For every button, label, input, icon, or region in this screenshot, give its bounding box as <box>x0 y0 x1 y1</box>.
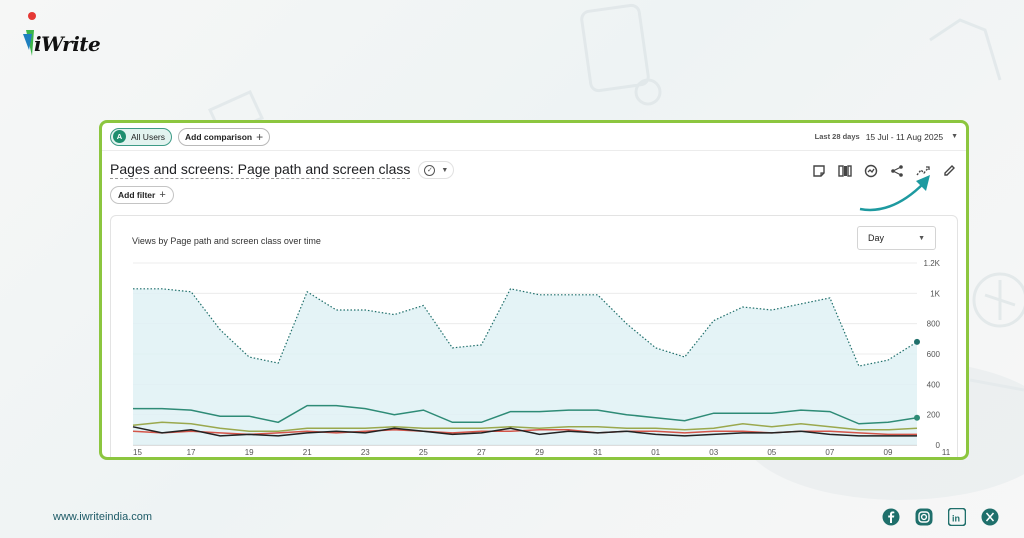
x-tick-label: 03 <box>709 448 718 457</box>
chevron-down-icon: ▼ <box>918 234 925 242</box>
share-icon[interactable] <box>889 163 904 178</box>
views-line-chart: 0 200 400 600 800 1K 1.2K 15 17 19 21 23 25 27 29 31 01 0… <box>132 259 951 460</box>
granularity-select[interactable]: Day ▼ <box>857 226 936 250</box>
series-line-2 <box>132 421 918 433</box>
x-tick-label: 19 <box>245 448 254 457</box>
annotation-arrow <box>859 175 930 212</box>
y-tick-label: 0 <box>936 441 941 450</box>
add-filter-button[interactable]: Add filter + <box>110 186 174 204</box>
x-tick-label: 27 <box>477 448 486 457</box>
chart-title: Views by Page path and screen class over… <box>132 236 321 246</box>
x-month-label: Jul <box>133 458 142 460</box>
x-tick-label: 09 <box>884 448 893 457</box>
chevron-down-icon: ▼ <box>441 166 449 174</box>
website-url[interactable]: www.iwriteindia.com <box>53 511 153 523</box>
series-endpoint-0 <box>914 338 920 345</box>
trend-icon[interactable] <box>915 163 930 178</box>
date-range-label: Last 28 days <box>814 132 860 141</box>
comparison-bar: A All Users Add comparison + Last 28 day… <box>102 123 966 151</box>
x-tick-label: 07 <box>825 448 834 457</box>
date-range-picker[interactable]: Last 28 days 15 Jul - 11 Aug 2025 ▼ <box>815 132 958 142</box>
brand-logo: iWrite <box>20 12 101 62</box>
check-circle-icon: ✓ <box>424 164 436 176</box>
series-endpoint-1 <box>914 414 920 421</box>
x-tick-label: 31 <box>593 448 602 457</box>
note-icon[interactable] <box>811 163 826 178</box>
date-range-value: 15 Jul - 11 Aug 2025 <box>865 131 944 142</box>
add-filter-label: Add filter <box>118 190 156 200</box>
insights-icon[interactable] <box>863 163 878 178</box>
plus-icon: + <box>159 189 166 201</box>
x-tick-label: 21 <box>303 448 312 457</box>
instagram-icon[interactable] <box>915 508 933 526</box>
y-tick-label: 1.2K <box>924 259 941 268</box>
brand-logo-mark <box>23 12 36 56</box>
linkedin-icon[interactable]: in <box>948 508 966 526</box>
plus-icon: + <box>256 129 264 144</box>
series-line-4 <box>132 426 917 437</box>
compare-columns-icon[interactable] <box>837 163 852 178</box>
x-month-label: Aug <box>623 458 636 460</box>
add-comparison-label: Add comparison <box>185 131 253 142</box>
granularity-value: Day <box>868 233 885 243</box>
x-tick-label: 17 <box>187 448 196 457</box>
edit-pencil-icon[interactable] <box>941 163 956 178</box>
analytics-report-panel: A All Users Add comparison + Last 28 day… <box>99 120 969 460</box>
x-tick-label: 25 <box>419 448 428 457</box>
brand-logo-text: iWrite <box>34 32 101 56</box>
series-area <box>133 288 917 445</box>
y-tick-label: 600 <box>927 350 941 359</box>
x-tick-label: 15 <box>133 448 142 457</box>
facebook-icon[interactable] <box>882 508 900 526</box>
chevron-down-icon: ▼ <box>951 133 958 140</box>
x-tick-label: 11 <box>942 448 951 457</box>
chart-card: Views by Page path and screen class over… <box>110 215 958 460</box>
report-title-row: Pages and screens: Page path and screen … <box>110 161 455 179</box>
series-line-1 <box>133 404 918 425</box>
x-icon[interactable] <box>981 508 999 526</box>
social-links: in <box>882 508 999 526</box>
svg-text:in: in <box>952 514 960 524</box>
y-tick-label: 800 <box>927 320 941 329</box>
report-status-dropdown[interactable]: ✓ ▼ <box>418 161 455 179</box>
x-tick-label: 05 <box>767 448 776 457</box>
segment-avatar: A <box>113 130 126 143</box>
segment-chip-all-users[interactable]: A All Users <box>110 127 173 146</box>
segment-label: All Users <box>131 131 166 142</box>
page-title[interactable]: Pages and screens: Page path and screen … <box>110 161 411 179</box>
y-tick-label: 200 <box>927 411 941 420</box>
x-tick-label: 01 <box>651 448 660 457</box>
report-toolbar <box>811 163 956 178</box>
x-tick-label: 23 <box>361 448 370 457</box>
add-comparison-button[interactable]: Add comparison + <box>178 127 271 146</box>
y-tick-label: 1K <box>930 289 940 298</box>
y-tick-label: 400 <box>927 380 941 389</box>
x-tick-label: 29 <box>535 448 544 457</box>
